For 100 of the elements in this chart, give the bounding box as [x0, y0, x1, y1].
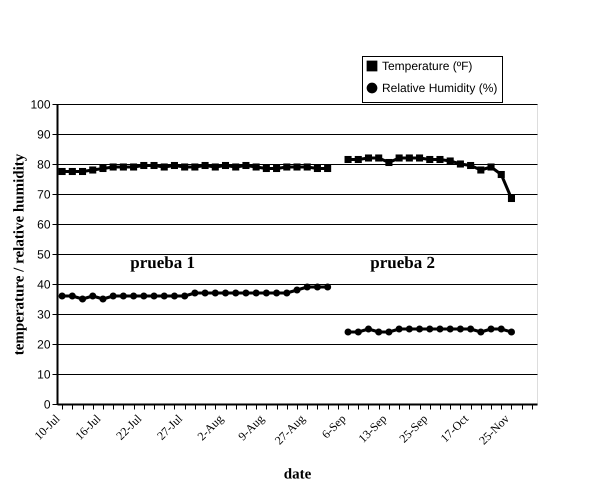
- point: [120, 163, 127, 171]
- y-tick-label: 80: [37, 158, 51, 172]
- point: [477, 328, 484, 336]
- point: [354, 328, 362, 336]
- point: [304, 283, 311, 291]
- point: [99, 295, 106, 303]
- point: [252, 163, 260, 171]
- point: [232, 289, 240, 297]
- point: [416, 154, 424, 162]
- point: [456, 160, 464, 168]
- point: [58, 292, 66, 300]
- point: [436, 325, 444, 333]
- point: [446, 157, 454, 165]
- point: [273, 164, 280, 172]
- point: [406, 325, 413, 333]
- point: [110, 163, 117, 171]
- point: [446, 325, 454, 333]
- point: [364, 325, 372, 333]
- point: [160, 163, 168, 171]
- point: [181, 292, 188, 300]
- point: [426, 156, 434, 164]
- point: [467, 162, 474, 170]
- point: [222, 289, 230, 297]
- point: [273, 289, 280, 297]
- point: [58, 168, 66, 176]
- point: [232, 163, 240, 171]
- point: [242, 289, 250, 297]
- annotation: prueba 1: [130, 253, 195, 272]
- point: [252, 289, 260, 297]
- point: [150, 292, 158, 300]
- point: [99, 164, 106, 172]
- point: [140, 292, 148, 300]
- point: [436, 156, 444, 164]
- point: [488, 325, 495, 333]
- point: [262, 164, 270, 172]
- point: [181, 163, 188, 171]
- y-tick-label: 30: [37, 308, 51, 322]
- point: [344, 328, 352, 336]
- point: [456, 325, 464, 333]
- point: [68, 292, 76, 300]
- point: [498, 170, 505, 178]
- point: [354, 156, 362, 164]
- y-tick-label: 40: [37, 278, 51, 292]
- point: [89, 292, 96, 300]
- point: [385, 328, 392, 336]
- point: [191, 289, 198, 297]
- point: [170, 292, 178, 300]
- point: [406, 154, 413, 162]
- point: [426, 325, 434, 333]
- point: [283, 163, 290, 171]
- point: [396, 154, 403, 162]
- point: [202, 289, 209, 297]
- point: [375, 328, 382, 336]
- point: [191, 163, 198, 171]
- point: [150, 162, 158, 170]
- point: [293, 286, 301, 294]
- point: [222, 162, 230, 170]
- y-tick-label: 10: [37, 368, 51, 382]
- point: [89, 166, 96, 174]
- point: [120, 292, 127, 300]
- point: [212, 289, 219, 297]
- point: [293, 163, 301, 171]
- point: [385, 158, 392, 166]
- point: [324, 283, 332, 291]
- point: [508, 328, 516, 336]
- point: [283, 289, 290, 297]
- point: [110, 292, 117, 300]
- point: [170, 162, 178, 170]
- point: [68, 168, 76, 176]
- point: [212, 163, 219, 171]
- point: [160, 292, 168, 300]
- point: [488, 163, 495, 171]
- point: [364, 154, 372, 162]
- x-axis-title: date: [284, 466, 312, 483]
- point: [375, 154, 382, 162]
- point: [508, 194, 516, 202]
- point: [304, 163, 311, 171]
- point: [344, 156, 352, 164]
- y-tick-label: 20: [37, 338, 51, 352]
- point: [396, 325, 403, 333]
- y-tick-label: 60: [37, 218, 51, 232]
- legend-label: Temperature (ºF): [382, 59, 472, 73]
- point: [314, 283, 321, 291]
- annotation: prueba 2: [370, 253, 435, 272]
- point: [78, 295, 86, 303]
- point: [202, 162, 209, 170]
- y-tick-label: 50: [37, 248, 51, 262]
- y-axis-title: temperature / relative humidity: [11, 153, 28, 356]
- y-tick-label: 90: [37, 128, 51, 142]
- point: [498, 325, 505, 333]
- point: [130, 163, 138, 171]
- y-tick-label: 0: [44, 398, 51, 412]
- y-tick-label: 70: [37, 188, 51, 202]
- legend-label: Relative Humidity (%): [382, 81, 498, 95]
- y-tick-label: 100: [30, 98, 51, 112]
- point: [140, 162, 148, 170]
- point: [130, 292, 138, 300]
- point: [324, 164, 332, 172]
- point: [262, 289, 270, 297]
- point: [467, 325, 474, 333]
